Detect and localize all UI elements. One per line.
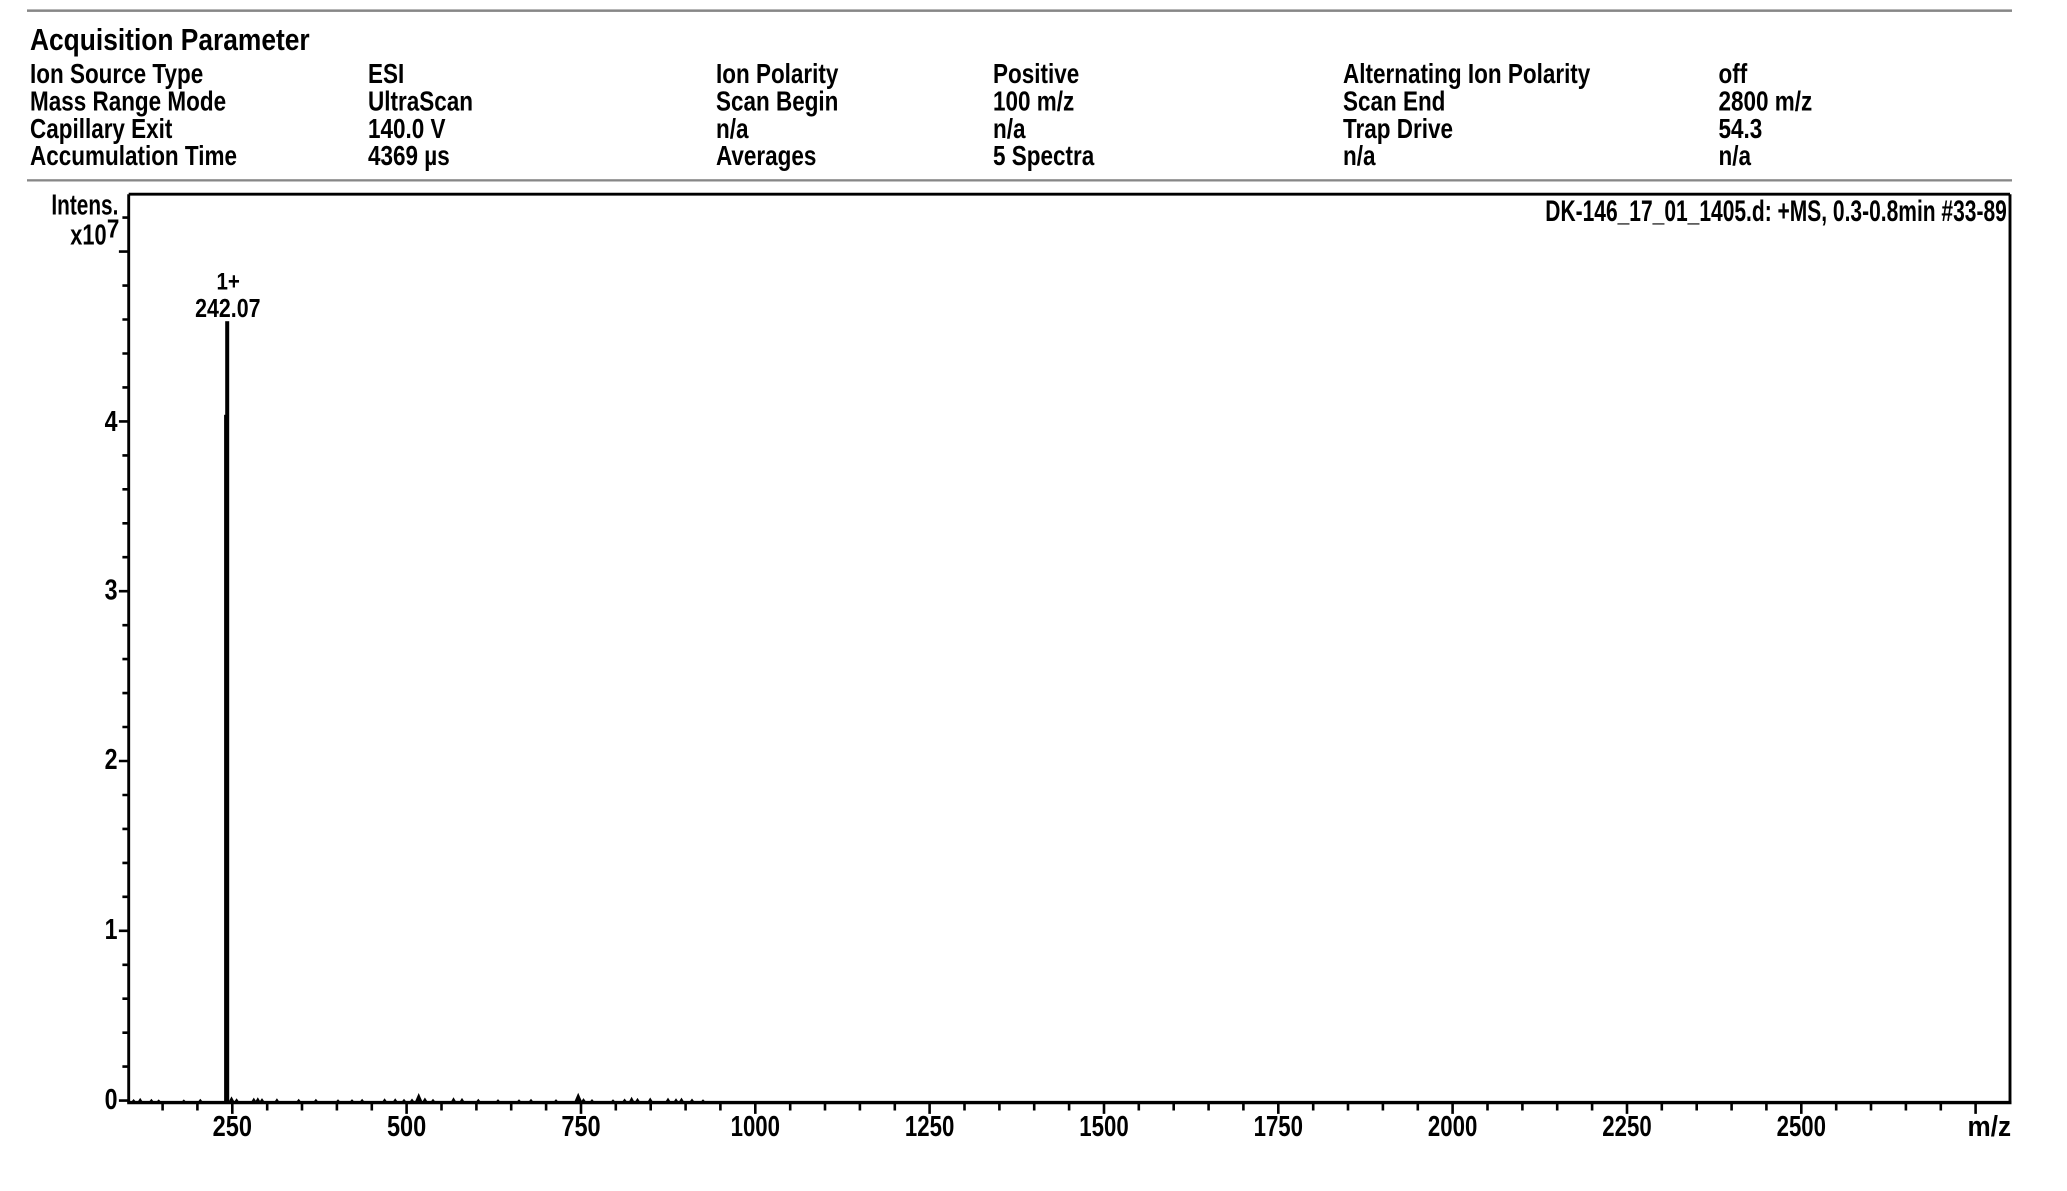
svg-text:n/a: n/a: [716, 113, 749, 144]
svg-text:ESI: ESI: [368, 58, 404, 89]
svg-text:3: 3: [105, 575, 118, 607]
svg-text:Intens.: Intens.: [51, 189, 118, 221]
svg-text:m/z: m/z: [1968, 1111, 2012, 1143]
svg-text:2: 2: [105, 744, 118, 776]
svg-text:UltraScan: UltraScan: [368, 86, 473, 117]
svg-text:54.3: 54.3: [1719, 113, 1763, 144]
svg-text:Acquisition Parameter: Acquisition Parameter: [30, 23, 310, 57]
svg-text:5 Spectra: 5 Spectra: [993, 140, 1095, 171]
svg-text:1750: 1750: [1254, 1111, 1303, 1143]
svg-text:4: 4: [105, 406, 118, 438]
svg-text:n/a: n/a: [1719, 140, 1752, 171]
svg-text:n/a: n/a: [1343, 140, 1376, 171]
svg-text:Scan Begin: Scan Begin: [716, 86, 838, 117]
svg-text:1250: 1250: [905, 1111, 954, 1143]
svg-text:2800 m/z: 2800 m/z: [1719, 86, 1813, 117]
svg-text:2500: 2500: [1777, 1111, 1826, 1143]
svg-text:off: off: [1719, 58, 1748, 89]
svg-text:Ion Polarity: Ion Polarity: [716, 58, 839, 89]
svg-text:x10: x10: [70, 219, 106, 251]
svg-text:1000: 1000: [731, 1111, 780, 1143]
svg-text:242.07: 242.07: [195, 293, 260, 323]
svg-text:Trap Drive: Trap Drive: [1343, 113, 1453, 144]
svg-text:Mass Range Mode: Mass Range Mode: [30, 86, 226, 117]
svg-text:Averages: Averages: [716, 140, 816, 171]
svg-text:Capillary Exit: Capillary Exit: [30, 113, 172, 144]
svg-text:750: 750: [561, 1111, 600, 1143]
svg-text:2250: 2250: [1602, 1111, 1651, 1143]
svg-text:Scan End: Scan End: [1343, 86, 1445, 117]
svg-text:0: 0: [105, 1084, 118, 1116]
svg-text:2000: 2000: [1428, 1111, 1477, 1143]
svg-text:Positive: Positive: [993, 58, 1079, 89]
svg-text:1: 1: [105, 914, 118, 946]
svg-text:250: 250: [213, 1111, 252, 1143]
svg-text:Alternating Ion Polarity: Alternating Ion Polarity: [1343, 58, 1591, 89]
svg-text:n/a: n/a: [993, 113, 1026, 144]
svg-text:Accumulation Time: Accumulation Time: [30, 140, 237, 171]
svg-text:500: 500: [387, 1111, 426, 1143]
svg-text:7: 7: [107, 214, 120, 244]
svg-text:1500: 1500: [1079, 1111, 1128, 1143]
svg-text:1+: 1+: [217, 269, 240, 296]
svg-text:4369 µs: 4369 µs: [368, 140, 450, 171]
svg-text:100 m/z: 100 m/z: [993, 86, 1074, 117]
svg-text:DK-146_17_01_1405.d: +MS, 0.3-: DK-146_17_01_1405.d: +MS, 0.3-0.8min #33…: [1545, 195, 2007, 228]
svg-text:Ion Source Type: Ion Source Type: [30, 58, 203, 89]
svg-text:140.0 V: 140.0 V: [368, 113, 446, 144]
